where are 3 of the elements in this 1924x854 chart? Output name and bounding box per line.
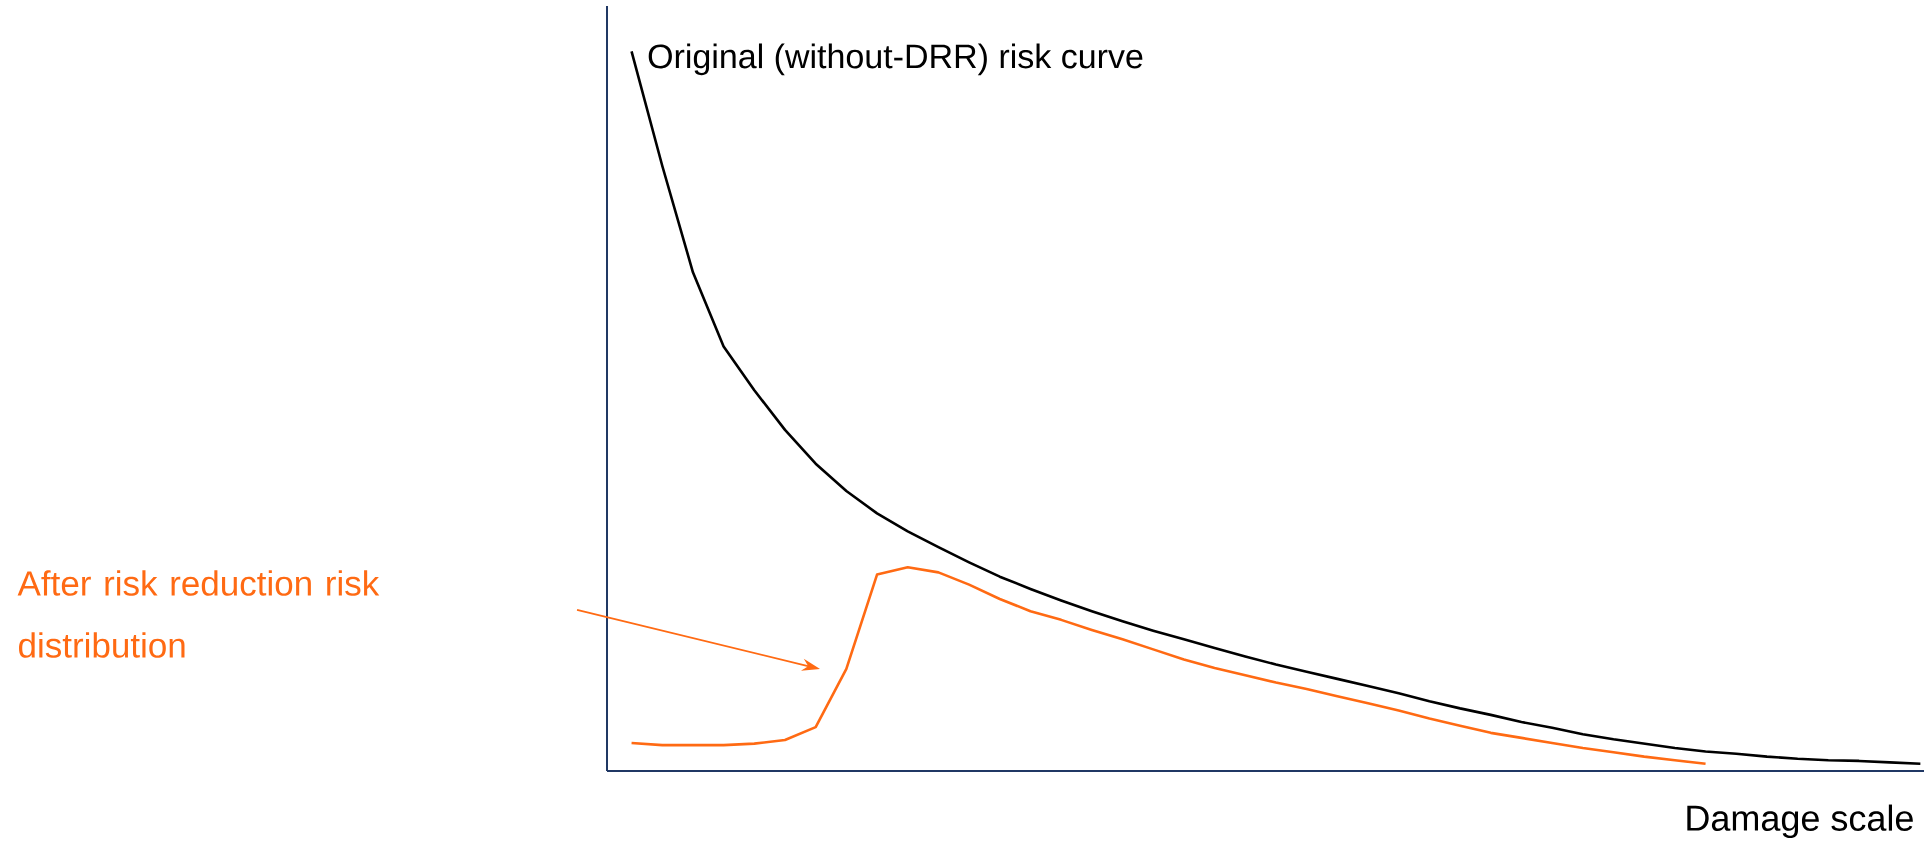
x-axis-title: Damage scale bbox=[1687, 804, 1913, 839]
text: After risk reduction risk distribution bbox=[17, 570, 380, 658]
series-label: Original (without-DRR) risk curve bbox=[648, 43, 1143, 76]
